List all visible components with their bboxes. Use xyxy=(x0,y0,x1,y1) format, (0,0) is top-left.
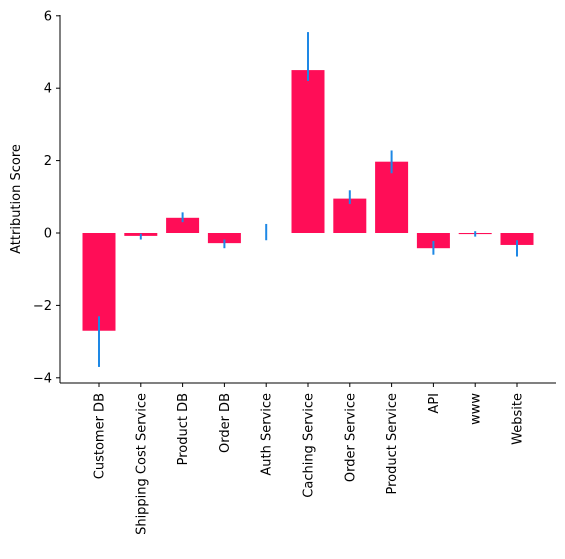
y-tick-label: −4 xyxy=(33,371,52,386)
y-tick-label: 6 xyxy=(44,9,52,24)
bar xyxy=(333,198,367,233)
x-tick-label: www xyxy=(469,393,484,425)
x-tick-label: API xyxy=(427,393,442,414)
bar xyxy=(166,217,200,233)
bar xyxy=(291,70,325,233)
x-tick-label: Shipping Cost Service xyxy=(134,393,149,535)
y-tick-label: 4 xyxy=(44,82,52,97)
y-tick-label: 2 xyxy=(44,154,52,169)
x-tick-label: Website xyxy=(511,393,526,445)
bar xyxy=(500,233,534,245)
bar xyxy=(416,233,450,249)
x-tick-label: Order DB xyxy=(218,393,233,453)
y-axis-label: Attribution Score xyxy=(9,144,24,254)
bar xyxy=(375,161,409,233)
x-tick-label: Order Service xyxy=(343,393,358,482)
x-tick-label: Customer DB xyxy=(93,393,108,479)
x-tick-label: Product Service xyxy=(385,393,400,495)
bar xyxy=(207,233,241,244)
x-tick-label: Caching Service xyxy=(302,393,317,498)
y-tick-label: 0 xyxy=(44,227,52,242)
x-tick-label: Auth Service xyxy=(260,393,275,476)
x-tick-label: Product DB xyxy=(176,393,191,465)
bar xyxy=(82,233,116,331)
y-tick-label: −2 xyxy=(33,299,52,314)
